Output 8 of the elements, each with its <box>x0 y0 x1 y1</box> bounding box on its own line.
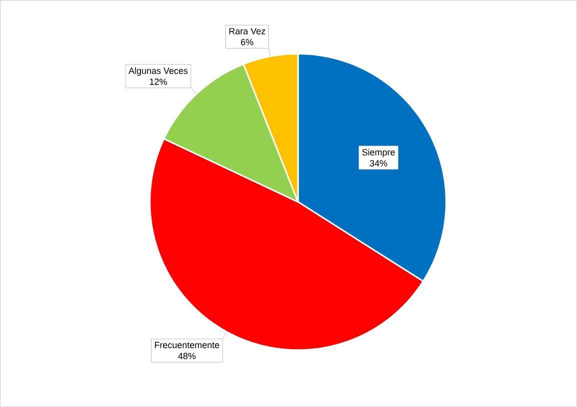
slice-label: Rara Vez <box>229 28 266 34</box>
data-label: 12% <box>150 78 167 85</box>
data-label: 6% <box>241 39 254 46</box>
slice-label: Siempre <box>362 148 395 158</box>
slice-label: Frecuentemente <box>154 342 220 348</box>
slice-label: Algunas Veces <box>128 67 188 76</box>
data-label: 48% <box>178 352 196 360</box>
data-label: 34% <box>370 160 388 167</box>
